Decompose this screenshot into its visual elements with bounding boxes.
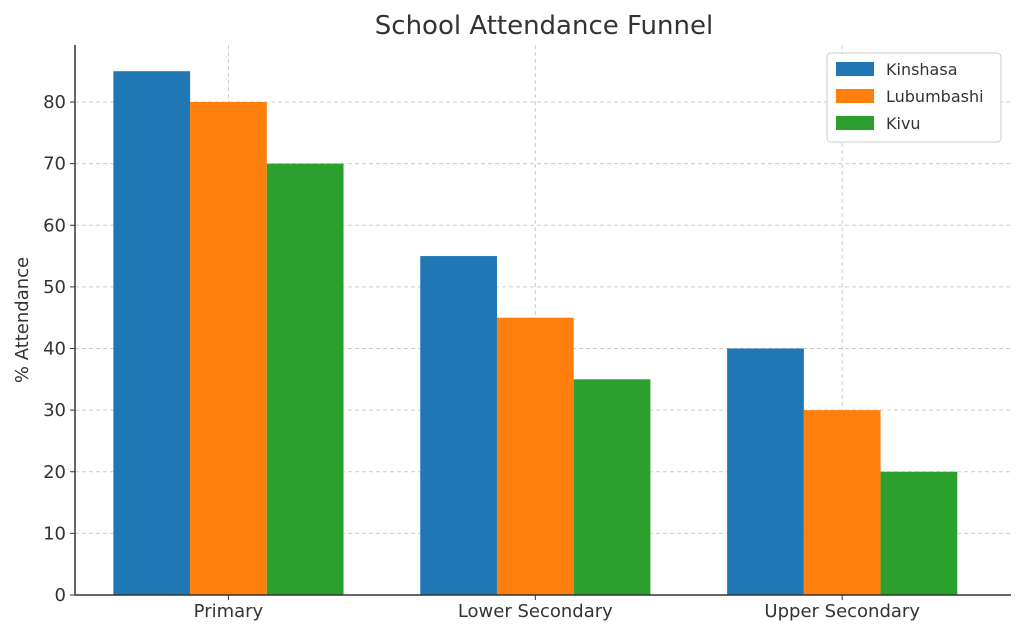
legend-label: Lubumbashi [886, 87, 984, 106]
chart-title: School Attendance Funnel [375, 11, 713, 41]
legend-label: Kinshasa [886, 60, 958, 79]
legend-swatch [836, 89, 874, 103]
bar-kinshasa-upper-secondary [727, 348, 804, 595]
x-tick-label: Primary [194, 601, 264, 622]
bar-lubumbashi-upper-secondary [803, 410, 881, 595]
axes [74, 45, 1011, 596]
x-ticks: Primary Lower Secondary Upper Secondary [194, 595, 920, 622]
bars [113, 71, 958, 596]
x-tick-label: Upper Secondary [764, 601, 920, 622]
y-tick-label: 30 [43, 400, 66, 421]
bar-kivu-primary [266, 163, 344, 596]
y-tick-label: 40 [43, 339, 66, 360]
bar-lubumbashi-lower-secondary [496, 317, 574, 595]
legend-label: Kivu [886, 114, 921, 133]
y-tick-label: 10 [43, 523, 66, 544]
y-tick-label: 60 [43, 215, 66, 236]
bar-kivu-upper-secondary [880, 471, 958, 595]
y-tick-label: 70 [43, 154, 66, 175]
y-tick-label: 0 [55, 585, 66, 606]
legend-swatch [836, 116, 874, 130]
bar-lubumbashi-primary [190, 102, 267, 595]
y-tick-label: 50 [43, 277, 66, 298]
y-tick-label: 80 [43, 92, 66, 113]
y-axis-label: % Attendance [12, 257, 33, 383]
bar-kinshasa-lower-secondary [420, 256, 497, 595]
y-tick-label: 20 [43, 462, 66, 483]
y-ticks: 0 10 20 30 40 50 60 70 80 [43, 92, 75, 606]
bar-kivu-lower-secondary [573, 379, 651, 595]
bar-kinshasa-primary [113, 71, 191, 595]
x-tick-label: Lower Secondary [458, 601, 613, 622]
legend: Kinshasa Lubumbashi Kivu [826, 52, 1002, 143]
legend-swatch [836, 62, 874, 76]
